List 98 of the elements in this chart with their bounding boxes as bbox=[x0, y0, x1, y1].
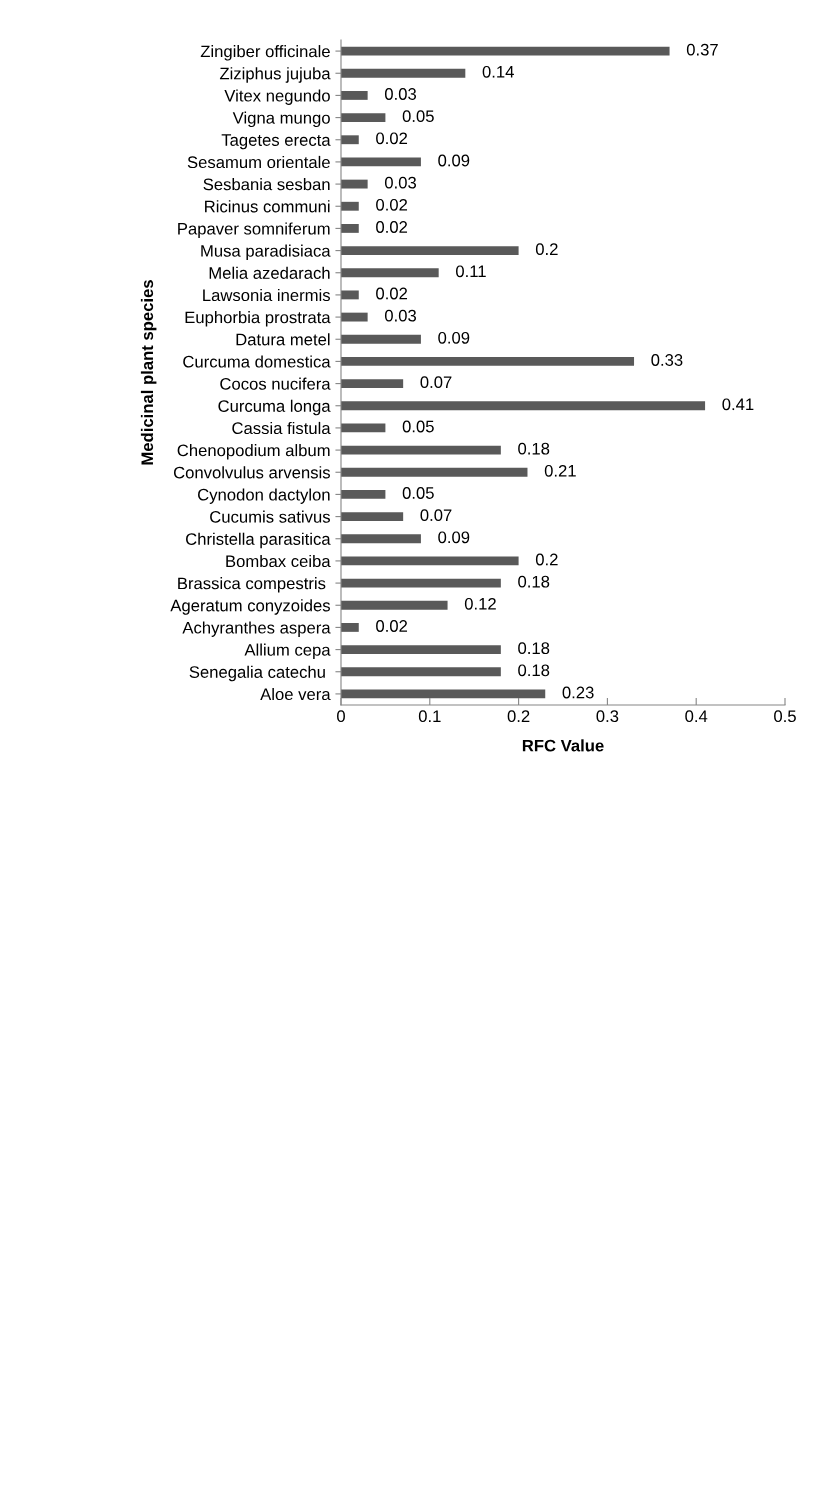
data-label: 0.09 bbox=[438, 331, 470, 344]
y-tick-label: Curcuma domestica bbox=[183, 355, 331, 368]
bar bbox=[341, 135, 359, 145]
y-tick-label: Allium cepa bbox=[244, 643, 331, 660]
bar bbox=[341, 423, 386, 433]
data-label: 0.09 bbox=[438, 531, 470, 544]
bar bbox=[341, 157, 421, 167]
bar bbox=[341, 556, 519, 566]
data-label: 0.41 bbox=[722, 398, 754, 411]
y-tick-label: Cucumis sativus bbox=[210, 510, 330, 523]
bar bbox=[341, 379, 404, 389]
y-tick-label: Tagetes erecta bbox=[221, 134, 331, 150]
bar bbox=[341, 578, 501, 588]
data-label: 0.05 bbox=[402, 487, 434, 499]
bar bbox=[341, 645, 501, 655]
bar bbox=[341, 223, 359, 233]
data-label: 0.02 bbox=[376, 221, 408, 233]
y-tick-label: Sesamum orientale bbox=[187, 155, 330, 169]
bar bbox=[341, 179, 368, 189]
bar bbox=[341, 113, 386, 123]
y-tick-label: Cocos nucifera bbox=[220, 377, 331, 390]
bar bbox=[341, 445, 501, 455]
bar bbox=[341, 246, 519, 256]
data-label: 0.02 bbox=[376, 198, 408, 211]
y-tick-label: Achyranthes aspera bbox=[182, 621, 331, 637]
data-label: 0.09 bbox=[438, 154, 470, 167]
data-label: 0.18 bbox=[518, 642, 550, 655]
data-label: 0.18 bbox=[518, 575, 550, 588]
y-tick-label: Cynodon dactylon bbox=[198, 488, 330, 504]
y-tick-label: Senegalia catechu bbox=[189, 665, 325, 682]
bar bbox=[341, 312, 368, 322]
data-label: 0.2 bbox=[535, 243, 558, 256]
data-label: 0.18 bbox=[518, 664, 550, 677]
bar bbox=[341, 401, 706, 411]
data-label: 0.07 bbox=[420, 509, 452, 522]
data-label: 0.03 bbox=[384, 309, 417, 322]
y-tick-label: Convolvulus arvensis bbox=[173, 466, 330, 479]
bar bbox=[341, 512, 404, 522]
x-tick-label: 0.5 bbox=[774, 710, 796, 723]
bar bbox=[341, 90, 368, 100]
bar bbox=[341, 534, 421, 544]
y-tick-label: Ricinus communi bbox=[205, 200, 330, 213]
bar bbox=[341, 68, 466, 78]
data-label: 0.11 bbox=[456, 265, 486, 278]
data-label: 0.12 bbox=[464, 597, 496, 610]
y-tick-label: Christella parasitica bbox=[186, 532, 331, 549]
x-tick-label: 0.4 bbox=[685, 710, 708, 723]
bar bbox=[341, 622, 359, 632]
bar bbox=[341, 46, 670, 56]
y-tick-label: Papaver somniferum bbox=[178, 222, 330, 238]
bar bbox=[341, 667, 501, 677]
y-tick-label: Bombax ceiba bbox=[226, 554, 331, 568]
y-tick-label: Lawsonia inermis bbox=[203, 288, 330, 302]
x-axis-title: RFC Value bbox=[522, 739, 604, 752]
y-tick-label: Cassia fistula bbox=[232, 421, 331, 435]
bar bbox=[341, 334, 421, 344]
y-tick-label: Chenopodium album bbox=[177, 444, 330, 460]
bar bbox=[341, 290, 359, 300]
y-tick-label: Sesbania sesban bbox=[203, 178, 330, 191]
y-tick-label: Melia azedarach bbox=[209, 266, 330, 279]
bar bbox=[341, 268, 439, 278]
data-label: 0.05 bbox=[402, 420, 434, 433]
bar bbox=[341, 356, 635, 366]
y-tick-label: Euphorbia prostrata bbox=[185, 311, 331, 327]
bar bbox=[341, 600, 448, 610]
data-label: 0.03 bbox=[384, 88, 417, 100]
data-label: 0.21 bbox=[544, 464, 576, 477]
bar bbox=[341, 489, 386, 499]
data-label: 0.02 bbox=[376, 132, 408, 145]
y-tick-label: Datura metel bbox=[236, 333, 330, 346]
bar bbox=[341, 467, 528, 477]
y-tick-label: Brassica compestris bbox=[178, 577, 326, 593]
x-tick-label: 0 bbox=[337, 710, 345, 723]
y-tick-label: Aloe vera bbox=[260, 687, 331, 701]
y-tick-label: Musa paradisiaca bbox=[201, 244, 331, 261]
data-label: 0.14 bbox=[482, 65, 514, 78]
data-label: 0.03 bbox=[384, 176, 417, 189]
y-axis-title: Medicinal plant species bbox=[140, 280, 157, 465]
bar bbox=[341, 689, 546, 699]
data-label: 0.02 bbox=[376, 287, 408, 300]
data-label: 0.37 bbox=[686, 43, 718, 56]
x-tick-label: 0.2 bbox=[507, 710, 530, 723]
y-tick-label: Curcuma longa bbox=[218, 399, 331, 416]
y-tick-label: Ageratum conyzoides bbox=[170, 599, 330, 615]
y-tick-label: Zingiber officinale bbox=[200, 45, 330, 61]
data-label: 0.23 bbox=[562, 686, 594, 699]
data-label: 0.02 bbox=[376, 620, 408, 632]
data-label: 0.18 bbox=[518, 442, 550, 455]
data-label: 0.2 bbox=[535, 553, 558, 566]
y-tick-label: Vitex negundo bbox=[224, 89, 330, 105]
data-label: 0.05 bbox=[402, 110, 434, 123]
data-label: 0.33 bbox=[651, 354, 683, 366]
y-tick-label: Ziziphus jujuba bbox=[219, 67, 331, 83]
data-label: 0.07 bbox=[420, 376, 452, 389]
bar bbox=[341, 201, 359, 211]
y-tick-label: Vigna mungo bbox=[232, 111, 330, 128]
x-tick-label: 0.3 bbox=[596, 710, 619, 723]
x-tick-label: 0.1 bbox=[418, 710, 441, 723]
